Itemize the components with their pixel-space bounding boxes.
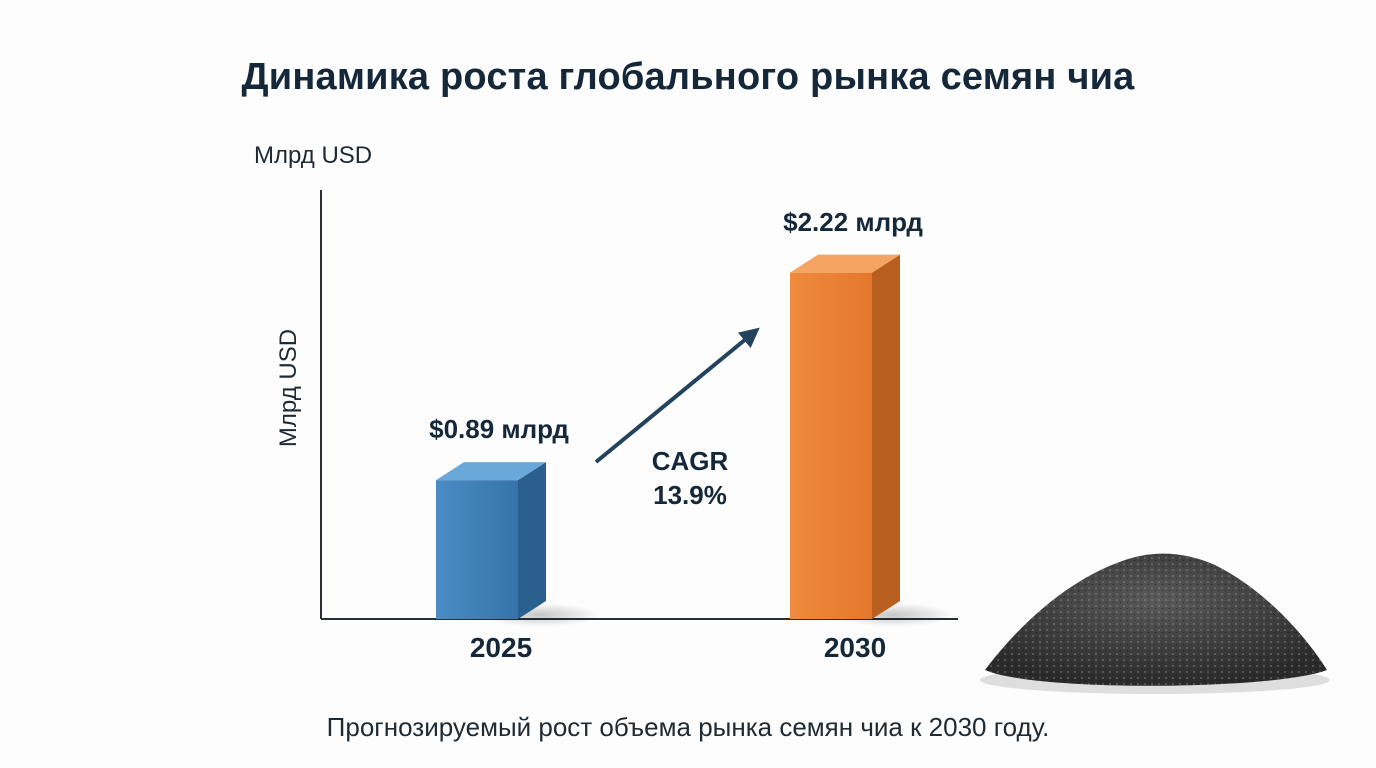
data-label-2030: $2.22 млрд: [783, 206, 923, 237]
chart-title: Динамика роста глобального рынка семян ч…: [241, 56, 1135, 98]
cagr-value: 13.9%: [653, 480, 727, 510]
cagr-annotation: CAGR 13.9%: [652, 444, 729, 512]
chart-caption: Прогнозируемый рост объема рынка семян ч…: [326, 712, 1050, 742]
growth-arrow: [594, 327, 760, 464]
chia-seed-pile-image: [980, 553, 1330, 694]
bar-2025: [436, 480, 518, 619]
bar-side-2025: [518, 462, 546, 619]
x-tick-label-2030: 2030: [823, 632, 887, 663]
x-tick-label-2025: 2025: [469, 632, 533, 663]
cagr-label: CAGR: [651, 446, 729, 476]
bar-top-2030: [790, 254, 900, 273]
bar-2030: [790, 272, 872, 619]
data-label-2025: $0.89 млрд: [429, 414, 569, 445]
bar-top-2025: [436, 462, 546, 481]
bar-side-2030: [872, 254, 900, 619]
y-axis-unit-label: Млрд USD: [254, 142, 373, 169]
